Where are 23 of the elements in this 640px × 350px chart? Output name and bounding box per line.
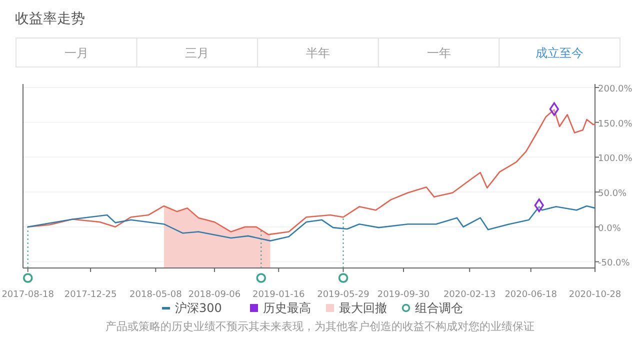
x-tick-label: 2017-12-25 <box>64 290 117 300</box>
y-tick-label: -50.0% <box>598 258 630 269</box>
x-tick-label: 2020-02-13 <box>443 290 496 300</box>
x-tick-label: 2020-10-28 <box>568 290 622 300</box>
x-tick-label: 2019-09-30 <box>377 290 430 300</box>
y-tick-label: 50.0% <box>598 189 628 200</box>
x-tick-label: 2017-08-18 <box>2 290 54 300</box>
y-tick-label: 100.0% <box>598 154 633 164</box>
tabs: 一月 三月 半年 一年 成立至今 <box>16 38 620 68</box>
chart-title: 收益率走势 <box>15 11 85 27</box>
y-tick-label: 150.0% <box>598 119 633 130</box>
x-tick-label: 2020-06-18 <box>504 290 558 300</box>
legend-label: 沪深300 <box>175 301 222 315</box>
x-tick-label: 2018-09-06 <box>188 290 241 300</box>
x-tick-label: 2018-05-08 <box>130 290 182 300</box>
text: 产品或策略的历史业绩不预示其未来表现，为其他客户创造的收益不构成对您的业绩保证 <box>106 320 534 333</box>
legend-label: 最大回撤 <box>339 301 387 315</box>
x-tick-label: 2019-01-16 <box>252 290 306 300</box>
x-tick-label: 2019-05-29 <box>317 290 370 300</box>
y-tick-label: 0.0% <box>598 224 622 234</box>
legend-label: 历史最高 <box>263 301 311 315</box>
legend-label: 组合调仓 <box>415 301 463 315</box>
y-tick-label: 200.0% <box>598 84 633 94</box>
